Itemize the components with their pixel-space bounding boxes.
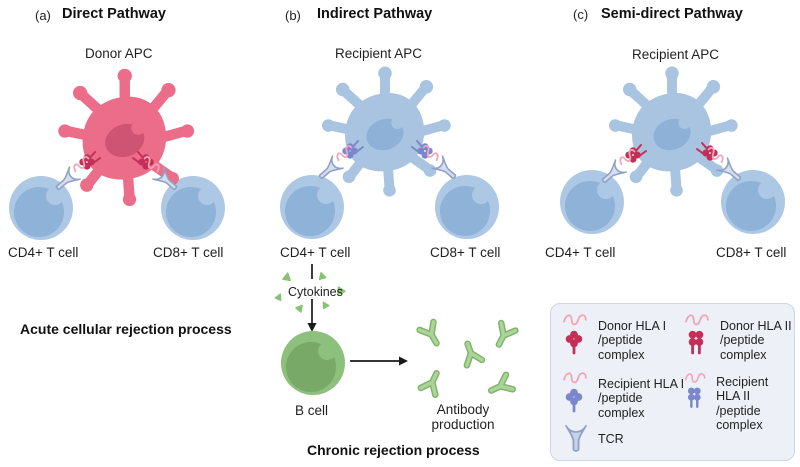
cd8-t-cell-graphic xyxy=(435,175,499,239)
panel-c-cd8-label: CD8+ T cell xyxy=(716,245,787,260)
panel-c-tag: (c) xyxy=(573,7,589,22)
donor-hla-tcr-synapse-right xyxy=(132,151,182,196)
legend-label: TCR xyxy=(598,431,624,446)
cd8-t-cell-graphic xyxy=(161,176,225,240)
donor-hla-2-icon xyxy=(685,314,709,355)
legend-label: Donor HLA II /peptide complex xyxy=(720,319,792,362)
legend-box: Donor HLA I /peptide complex Donor HLA I… xyxy=(550,303,795,461)
recipient-hla-tcr-synapse-right xyxy=(411,140,461,185)
legend-label: Recipient HLA II /peptide complex xyxy=(716,375,769,432)
cd4-t-cell-graphic xyxy=(560,170,624,234)
panel-a-cd4-label: CD4+ T cell xyxy=(8,245,79,260)
donor-apc-graphic xyxy=(58,69,194,206)
panel-c-cd4-label: CD4+ T cell xyxy=(545,245,616,260)
recipient-hla-tcr-synapse-left xyxy=(314,140,364,185)
recipient-hla-1-icon xyxy=(563,372,587,413)
panel-b-cd8-label: CD8+ T cell xyxy=(430,245,501,260)
legend-item-recipient-hla-1: Recipient HLA I /peptide complex xyxy=(561,370,684,420)
panel-a-title: Direct Pathway xyxy=(62,6,166,22)
acute-rejection-label: Acute cellular rejection process xyxy=(20,321,232,337)
legend-item-recipient-hla-2: Recipient HLA II /peptide complex xyxy=(683,368,794,432)
donor-hla-tcr-synapse-right xyxy=(696,142,746,187)
cd4-t-cell-graphic xyxy=(9,176,73,240)
panel-a-apc-label: Donor APC xyxy=(85,46,153,61)
antibody-arrowhead xyxy=(399,356,408,366)
panel-a-tag: (a) xyxy=(35,8,51,23)
recipient-apc-graphic xyxy=(322,67,451,197)
cytokines-label: Cytokines xyxy=(288,285,343,299)
cd4-t-cell-graphic xyxy=(280,175,344,239)
b-cell-label: B cell xyxy=(295,403,329,418)
legend-item-donor-hla-1: Donor HLA I /peptide complex xyxy=(561,312,666,362)
legend-label: Donor HLA I /peptide complex xyxy=(598,319,667,362)
legend-item-tcr: TCR xyxy=(561,424,624,454)
antibody-particles xyxy=(420,322,516,398)
recipient-hla-2-icon xyxy=(684,373,706,408)
recipient-apc-graphic xyxy=(609,67,738,197)
antibody-production-label: Antibody production xyxy=(431,402,495,432)
panel-a-cd8-label: CD8+ T cell xyxy=(153,245,224,260)
legend-item-donor-hla-2: Donor HLA II /peptide complex xyxy=(683,312,792,362)
panel-b-apc-label: Recipient APC xyxy=(335,46,423,61)
chronic-rejection-label: Chronic rejection process xyxy=(307,442,480,458)
panel-b-tag: (b) xyxy=(285,8,301,23)
cd8-t-cell-graphic xyxy=(721,170,785,234)
indirect-pathway-graphic xyxy=(280,35,499,239)
cytokine-arrowhead xyxy=(307,323,317,332)
panel-b-title: Indirect Pathway xyxy=(317,6,433,22)
legend-label: Recipient HLA I /peptide complex xyxy=(598,377,685,420)
b-cell-graphic xyxy=(281,331,345,395)
direct-pathway-graphic xyxy=(9,35,225,240)
donor-hla-tcr-synapse-left xyxy=(51,151,101,196)
semi-direct-pathway-graphic xyxy=(560,35,785,234)
tcr-icon xyxy=(565,425,587,452)
panel-c-title: Semi-direct Pathway xyxy=(601,6,743,22)
donor-hla-tcr-synapse-left xyxy=(597,144,647,189)
donor-hla-1-icon xyxy=(563,314,587,355)
panel-b-cd4-label: CD4+ T cell xyxy=(280,245,351,260)
panel-c-apc-label: Recipient APC xyxy=(632,47,720,62)
